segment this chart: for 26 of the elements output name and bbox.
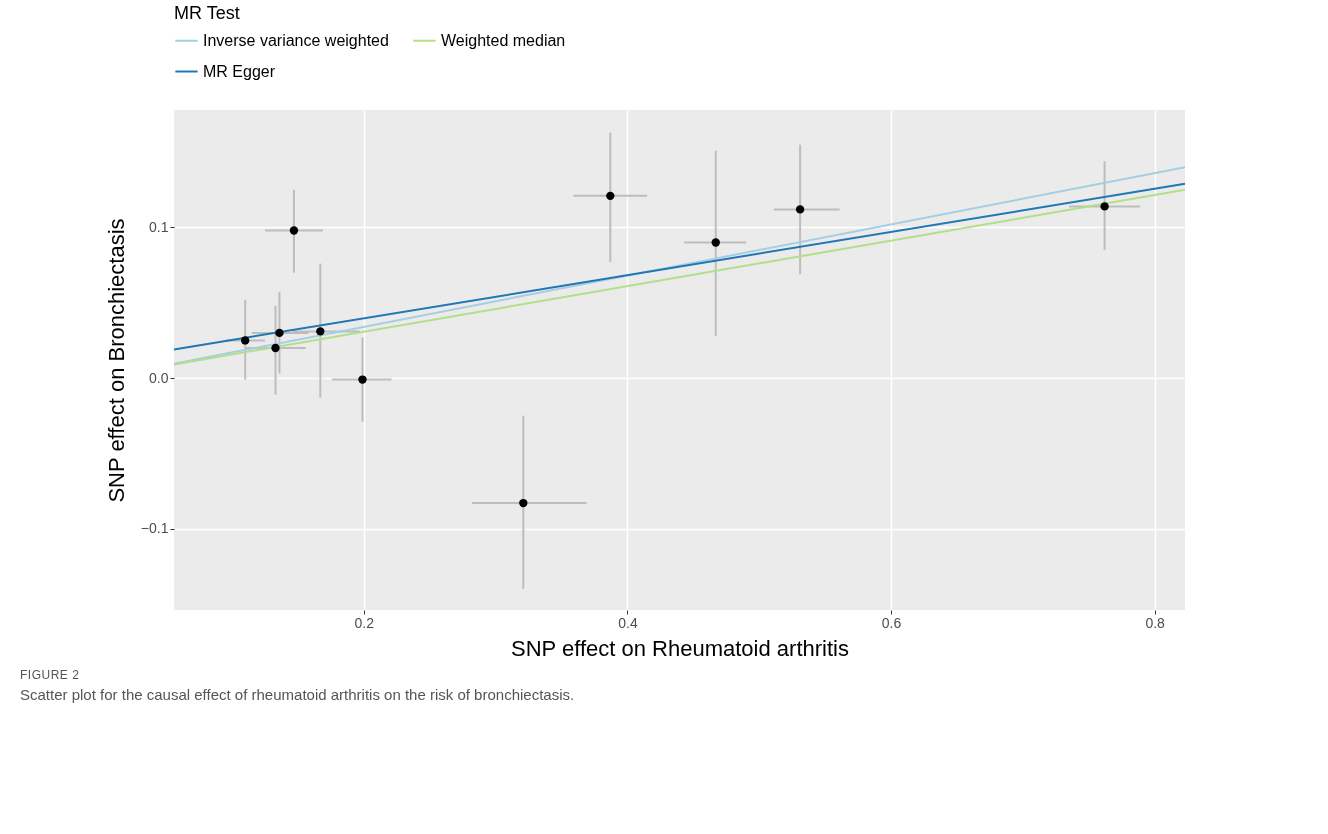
- y-tick-label: 0.0: [149, 369, 169, 386]
- legend-label: Weighted median: [441, 31, 566, 49]
- y-axis-title: SNP effect on Bronchiectasis: [103, 218, 129, 503]
- point: [519, 498, 528, 508]
- point: [358, 375, 367, 384]
- y-tick-label: 0.1: [149, 218, 169, 235]
- point: [271, 343, 280, 353]
- point: [316, 327, 325, 336]
- point: [606, 191, 615, 201]
- caption: FIGURE 2: [20, 668, 81, 682]
- point: [241, 336, 250, 345]
- text: Scatter plot for the causal effect of rheumatoid arthritis on the risk of bronchiectasis.: [20, 686, 576, 703]
- x-tick-label: 0.4: [618, 614, 638, 631]
- x-tick-label: 0.8: [1145, 614, 1166, 631]
- legend-title: MR Test: [174, 3, 240, 23]
- y-tick-label: −0.1: [140, 520, 169, 537]
- x-tick-label: 0.2: [354, 614, 375, 631]
- point: [795, 205, 805, 214]
- legend-label: MR Egger: [203, 62, 276, 80]
- point: [289, 226, 299, 235]
- x-axis-title: SNP effect on Rheumatoid arthritis: [511, 635, 849, 661]
- point: [275, 328, 284, 338]
- x-tick-label: 0.6: [881, 614, 902, 631]
- point: [1100, 202, 1109, 211]
- legend-label: Inverse variance weighted: [203, 31, 389, 49]
- point: [711, 238, 720, 247]
